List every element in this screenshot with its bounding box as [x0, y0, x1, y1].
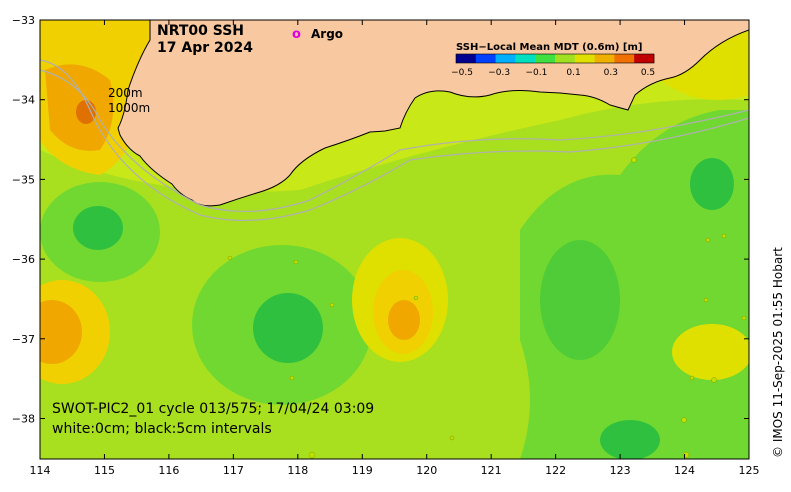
map-plot-area: [40, 20, 749, 459]
lon-tick-label: 121: [481, 464, 502, 477]
legend-color-swatch: [495, 54, 516, 63]
ssh-warm-eddy-se: [672, 324, 749, 380]
ssh-cool-patch-2: [540, 240, 620, 360]
legend-tick-label: −0.3: [488, 68, 510, 78]
contour-interval-note: white:0cm; black:5cm intervals: [52, 421, 272, 437]
lon-tick-label: 116: [158, 464, 179, 477]
ssh-warm-top: [40, 20, 150, 53]
legend-color-swatch: [456, 54, 477, 63]
latitude-axis: −33 −34 −35 −36 −37 −38: [12, 14, 749, 426]
lon-tick-label: 117: [223, 464, 244, 477]
isobath-1000m-label: 1000m: [108, 101, 150, 115]
land-mass: [117, 20, 749, 207]
ssh-warm-eddy-central-inner: [388, 300, 420, 340]
lat-tick-label: −36: [12, 253, 35, 266]
legend-tick-label: 0.3: [604, 68, 618, 78]
legend-colorbar-border: [455, 53, 655, 64]
map-title-line2: 17 Apr 2024: [157, 40, 253, 56]
imos-credit: © IMOS 11-Sep-2025 01:55 Hobart: [771, 247, 785, 458]
ssh-cool-eddy-central-inner: [253, 293, 323, 363]
lon-tick-label: 114: [30, 464, 51, 477]
lat-tick-label: −34: [12, 94, 35, 107]
legend-tick-label: −0.5: [451, 68, 473, 78]
legend-color-swatch: [515, 54, 536, 63]
lat-tick-label: −35: [12, 173, 35, 186]
legend-colorbar: [455, 53, 655, 64]
legend-tick-label: −0.1: [525, 68, 547, 78]
swot-track-dots: [227, 157, 747, 459]
color-legend: SSH−Local Mean MDT (0.6m) [m] −0.5 −0.3 −0…: [451, 42, 655, 78]
lon-tick-label: 119: [352, 464, 373, 477]
lat-tick-label: −38: [12, 413, 35, 426]
lon-tick-label: 125: [739, 464, 760, 477]
lat-tick-label: −37: [12, 333, 35, 346]
legend-color-swatch: [574, 54, 595, 63]
ssh-cool-east-core: [690, 158, 734, 210]
argo-marker-icon: o: [292, 27, 301, 42]
lon-tick-label: 120: [416, 464, 437, 477]
legend-color-swatch: [594, 54, 615, 63]
legend-color-swatch: [634, 54, 655, 63]
legend-tick-label: 0.5: [641, 68, 655, 78]
legend-color-swatch: [614, 54, 635, 63]
longitude-axis: 114 115 116 117 118 119 120 121 122 123 124 125: [30, 20, 760, 477]
isobath-200m: [40, 69, 749, 213]
argo-label: Argo: [311, 27, 343, 41]
isobath-1000m: [40, 59, 749, 222]
ssh-warm-core: [76, 100, 96, 124]
lon-tick-label: 122: [545, 464, 566, 477]
ssh-warm-eddy-sw-inner: [40, 300, 82, 364]
lon-tick-label: 123: [610, 464, 631, 477]
ssh-cool-se-core: [600, 420, 660, 459]
legend-tick-labels: −0.5 −0.3 −0.1 0.1 0.3 0.5: [451, 68, 655, 78]
plot-border: [39, 19, 750, 460]
legend-tick-label: 0.1: [566, 68, 580, 78]
legend-color-swatch: [555, 54, 576, 63]
lat-tick-label: −33: [12, 14, 35, 27]
lon-tick-label: 115: [94, 464, 115, 477]
isobath-200m-label: 200m: [108, 86, 143, 100]
legend-color-swatch: [535, 54, 556, 63]
legend-title: SSH−Local Mean MDT (0.6m) [m]: [456, 42, 642, 53]
swot-pass-info: SWOT-PIC2_01 cycle 013/575; 17/04/24 03:…: [52, 401, 374, 417]
lon-tick-label: 118: [287, 464, 308, 477]
legend-color-swatch: [475, 54, 496, 63]
map-title-line1: NRT00 SSH: [157, 23, 244, 39]
lon-tick-label: 124: [674, 464, 695, 477]
ssh-cool-patch-1: [412, 164, 452, 204]
ssh-cool-eddy-west-inner: [73, 206, 123, 250]
